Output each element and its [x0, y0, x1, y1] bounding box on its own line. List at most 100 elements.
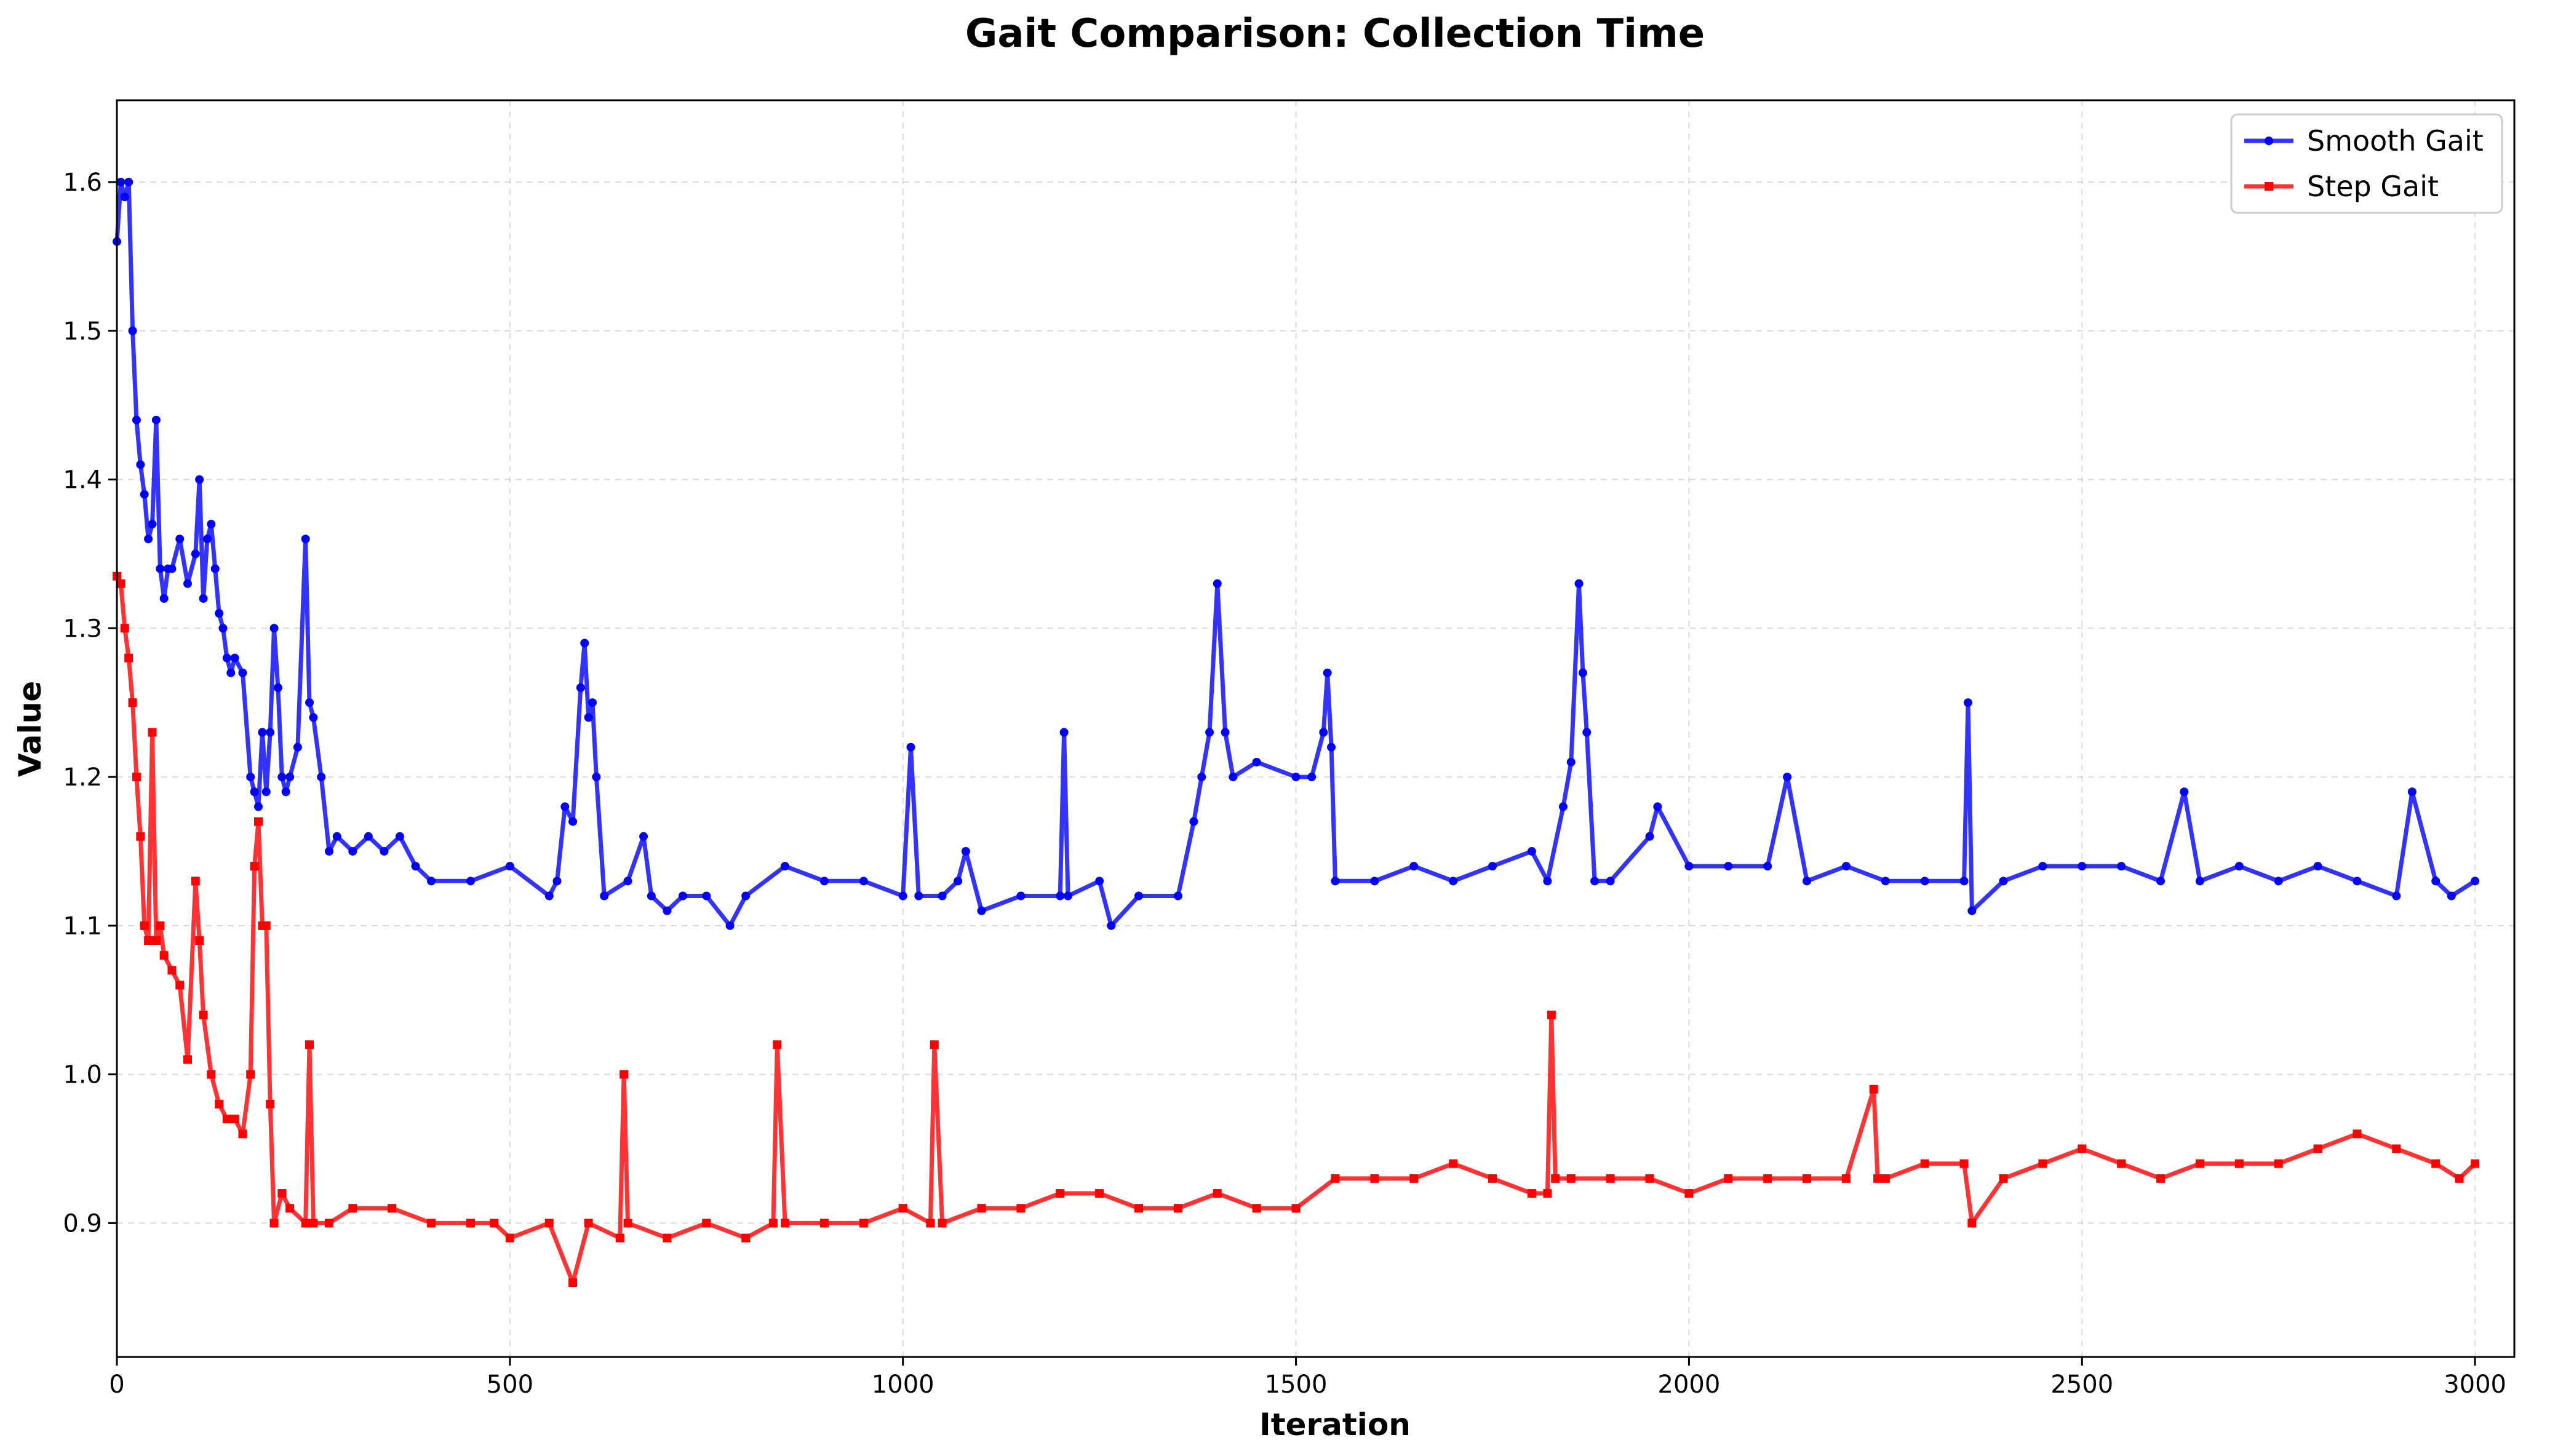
data-point-step-gait	[222, 1115, 231, 1124]
data-point-step-gait	[1566, 1174, 1576, 1183]
data-point-smooth-gait	[1959, 877, 1969, 886]
data-point-smooth-gait	[1331, 877, 1340, 886]
data-point-smooth-gait	[560, 802, 570, 811]
x-tick-label: 500	[487, 1370, 533, 1399]
data-point-smooth-gait	[898, 891, 907, 901]
data-point-step-gait	[466, 1219, 475, 1228]
data-point-smooth-gait	[1963, 698, 1972, 707]
data-point-smooth-gait	[1803, 877, 1812, 886]
data-point-step-gait	[2156, 1174, 2166, 1183]
data-point-step-gait	[132, 773, 141, 782]
data-point-step-gait	[2431, 1159, 2440, 1168]
data-point-smooth-gait	[199, 594, 208, 603]
data-point-smooth-gait	[202, 535, 212, 544]
data-point-smooth-gait	[1409, 862, 1419, 871]
chart-title: Gait Comparison: Collection Time	[965, 11, 1705, 57]
data-point-smooth-gait	[159, 594, 169, 603]
data-point-step-gait	[2471, 1159, 2480, 1168]
data-point-step-gait	[195, 936, 204, 945]
data-point-step-gait	[741, 1233, 751, 1243]
data-point-step-gait	[584, 1219, 593, 1228]
data-point-smooth-gait	[1205, 728, 1214, 737]
data-point-smooth-gait	[218, 624, 228, 633]
data-point-step-gait	[1095, 1189, 1104, 1198]
data-point-smooth-gait	[1684, 862, 1694, 871]
data-point-step-gait	[2455, 1174, 2464, 1183]
data-point-smooth-gait	[246, 773, 255, 782]
data-point-step-gait	[128, 698, 137, 707]
data-point-step-gait	[253, 817, 263, 826]
data-point-smooth-gait	[215, 609, 224, 618]
data-point-smooth-gait	[1582, 728, 1592, 737]
data-point-smooth-gait	[2078, 862, 2087, 871]
data-point-step-gait	[261, 921, 271, 930]
data-point-step-gait	[1803, 1174, 1812, 1183]
data-point-step-gait	[938, 1219, 947, 1228]
data-point-smooth-gait	[2471, 877, 2480, 886]
data-point-step-gait	[136, 832, 145, 841]
data-point-smooth-gait	[1370, 877, 1379, 886]
series-layer	[113, 177, 2480, 1287]
data-point-smooth-gait	[1566, 757, 1576, 766]
data-point-smooth-gait	[977, 906, 986, 915]
y-tick-label: 0.9	[63, 1209, 102, 1238]
data-point-step-gait	[1291, 1204, 1301, 1213]
data-point-step-gait	[568, 1278, 578, 1287]
y-tick-label: 1.5	[63, 317, 102, 346]
data-point-step-gait	[1527, 1189, 1536, 1198]
data-point-step-gait	[250, 862, 259, 871]
y-tick-label: 1.3	[63, 615, 102, 643]
y-tick-label: 1.6	[63, 169, 102, 197]
data-point-smooth-gait	[1488, 862, 1497, 871]
legend-label-step-gait: Step Gait	[2307, 170, 2439, 203]
data-point-smooth-gait	[1558, 802, 1568, 811]
data-point-smooth-gait	[305, 698, 314, 707]
data-point-step-gait	[151, 936, 161, 945]
data-point-step-gait	[2038, 1159, 2047, 1168]
data-point-step-gait	[1873, 1174, 1883, 1183]
legend-box	[2230, 113, 2503, 214]
x-tick-label: 1500	[1265, 1370, 1328, 1399]
data-point-step-gait	[1016, 1204, 1026, 1213]
data-point-smooth-gait	[226, 668, 236, 677]
data-point-step-gait	[544, 1219, 554, 1228]
data-point-step-gait	[2078, 1144, 2087, 1153]
data-point-step-gait	[1645, 1174, 1654, 1183]
data-point-smooth-gait	[568, 817, 578, 826]
data-point-step-gait	[898, 1204, 907, 1213]
data-point-smooth-gait	[2038, 862, 2047, 871]
data-point-step-gait	[1841, 1174, 1851, 1183]
data-point-smooth-gait	[2180, 787, 2189, 797]
data-point-smooth-gait	[136, 460, 145, 469]
data-point-smooth-gait	[1221, 728, 1230, 737]
data-point-smooth-gait	[1307, 773, 1317, 782]
data-point-smooth-gait	[741, 891, 751, 901]
data-point-smooth-gait	[301, 535, 310, 544]
data-point-smooth-gait	[1724, 862, 1733, 871]
data-point-step-gait	[159, 951, 169, 960]
data-point-step-gait	[2117, 1159, 2126, 1168]
data-point-step-gait	[144, 936, 153, 945]
data-point-step-gait	[1134, 1204, 1144, 1213]
data-point-smooth-gait	[2353, 877, 2362, 886]
data-point-smooth-gait	[2407, 787, 2417, 797]
x-tick-label: 3000	[2444, 1370, 2506, 1399]
data-point-step-gait	[427, 1219, 436, 1228]
data-point-smooth-gait	[324, 846, 333, 856]
data-point-smooth-gait	[411, 862, 420, 871]
data-point-smooth-gait	[1783, 773, 1792, 782]
data-point-step-gait	[1959, 1159, 1969, 1168]
data-point-smooth-gait	[269, 624, 279, 633]
data-point-step-gait	[183, 1055, 192, 1064]
data-point-smooth-gait	[151, 415, 161, 424]
data-point-smooth-gait	[544, 891, 554, 901]
data-point-smooth-gait	[258, 728, 267, 737]
data-point-step-gait	[781, 1219, 790, 1228]
data-point-smooth-gait	[623, 877, 632, 886]
data-point-smooth-gait	[191, 549, 200, 559]
data-point-step-gait	[1449, 1159, 1458, 1168]
data-point-smooth-gait	[1590, 877, 1600, 886]
data-point-smooth-gait	[427, 877, 436, 886]
data-point-step-gait	[819, 1219, 829, 1228]
data-point-step-gait	[175, 981, 185, 990]
